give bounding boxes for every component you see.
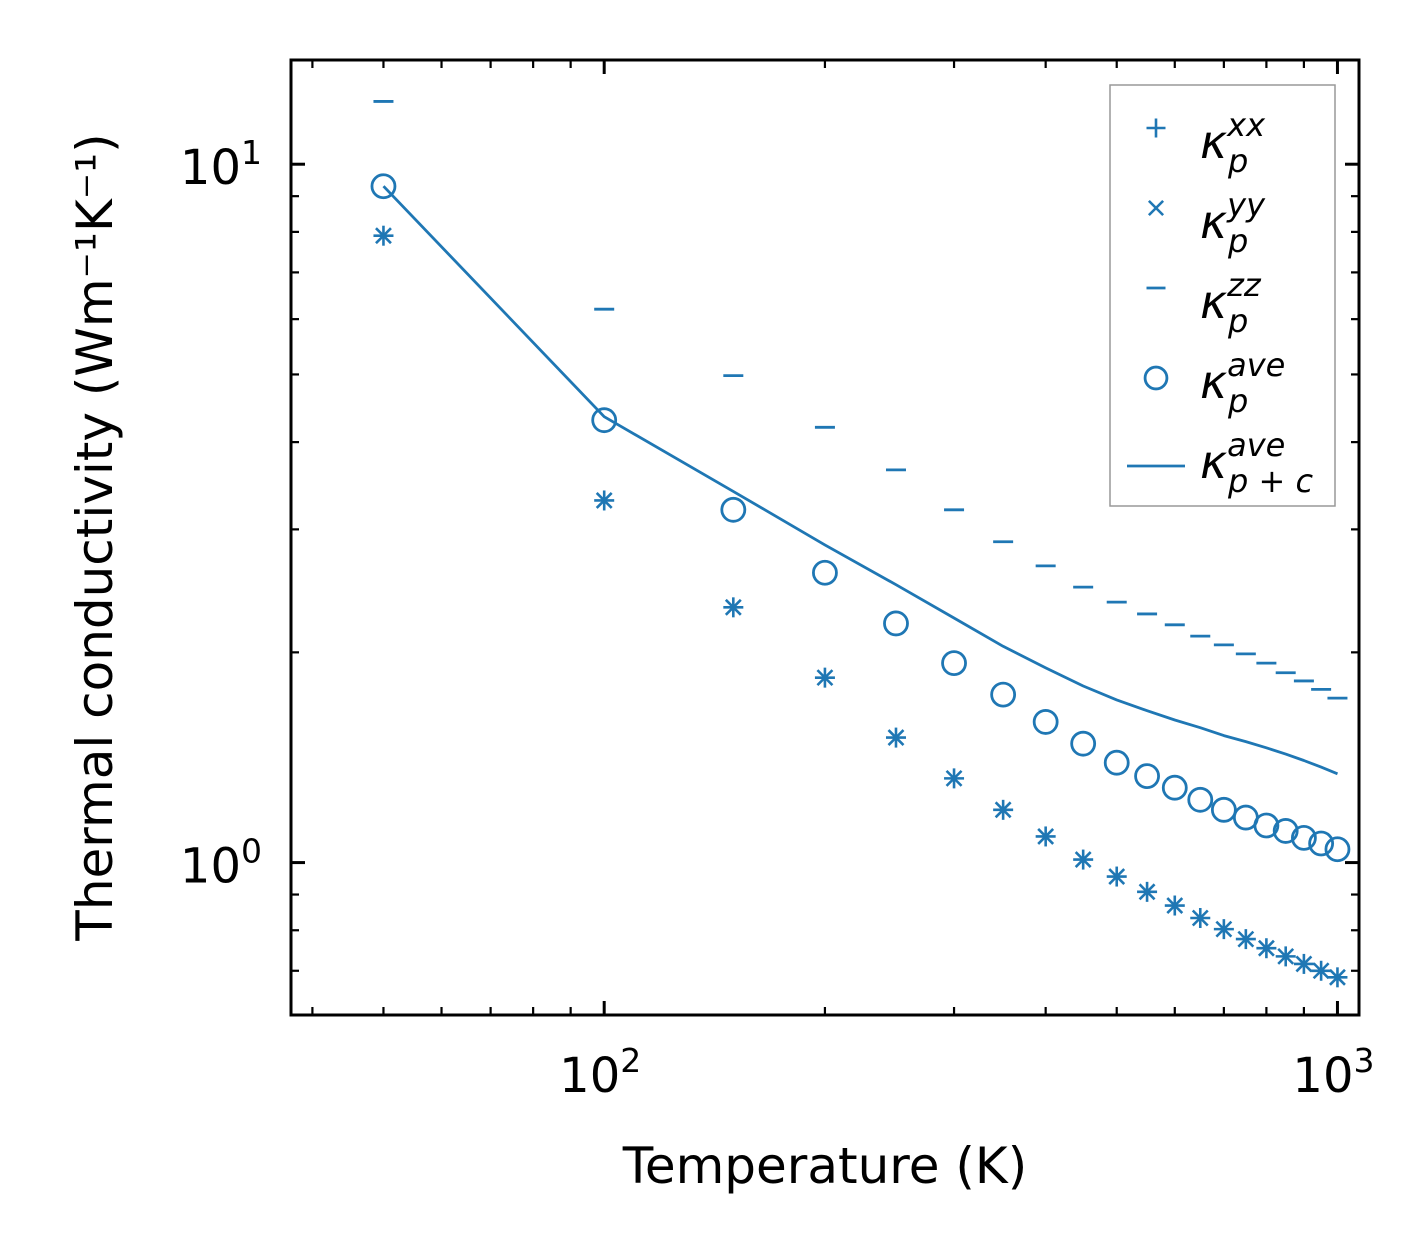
series-kappa_p+c^ave: [382, 185, 1339, 776]
series-line-kappa_p+c^ave: [382, 185, 1339, 776]
point-kappa_p^ave: [812, 559, 838, 586]
point-kappa_p^yy: [1277, 947, 1295, 965]
point-kappa_p^ave: [990, 681, 1017, 708]
point-kappa_p^ave: [1291, 824, 1317, 851]
x-axis-label: Temperature (K): [622, 1137, 1027, 1195]
point-kappa_p^ave: [1187, 786, 1214, 813]
y-axis-label: Thermal conductivity (Wm⁻¹K⁻¹): [66, 133, 124, 941]
point-kappa_p^ave: [1272, 818, 1299, 844]
point-kappa_p^ave: [1308, 830, 1335, 857]
legend-handle: [1147, 199, 1165, 217]
point-kappa_p^yy: [1166, 897, 1184, 914]
y-tick-label: 100: [180, 832, 262, 895]
y-tick-label: 101: [180, 133, 262, 196]
point-kappa_p^yy: [595, 492, 613, 509]
legend-label: κyy p: [1200, 186, 1266, 260]
data-layer: [370, 100, 1351, 988]
point-kappa_p^yy: [375, 227, 392, 245]
point-kappa_p^yy: [1037, 828, 1055, 845]
point-kappa_p^yy: [1295, 955, 1313, 973]
point-kappa_p^yy: [1312, 962, 1330, 980]
point-kappa_p^yy: [1237, 930, 1255, 948]
point-kappa_p^yy: [1215, 920, 1233, 938]
legend-label: κzz p: [1200, 266, 1262, 340]
point-kappa_p^yy: [1108, 868, 1126, 885]
point-kappa_p^ave: [1032, 709, 1059, 735]
point-kappa_p^yy: [945, 769, 963, 787]
point-kappa_p^yy: [816, 669, 834, 687]
point-kappa_p^ave: [1103, 749, 1130, 776]
point-kappa_p^ave: [1070, 730, 1097, 757]
legend-item: κave p: [1143, 346, 1285, 420]
legend-label: κave p + c: [1200, 426, 1313, 500]
legend-handle: [1146, 118, 1166, 138]
point-kappa_p^yy: [1329, 968, 1346, 986]
series-kappa_p^zz: [373, 100, 1348, 700]
point-kappa_p^yy: [1257, 939, 1275, 957]
point-kappa_p^ave: [1161, 774, 1188, 801]
x-tick-label: 103: [1292, 1041, 1374, 1104]
point-kappa_p^ave: [883, 610, 909, 637]
point-kappa_p^yy: [1074, 851, 1092, 868]
point-kappa_p^ave: [941, 650, 967, 677]
point-kappa_p^yy: [1191, 909, 1209, 927]
series-kappa_p^yy: [375, 227, 1346, 986]
point-kappa_p^ave: [1324, 836, 1351, 863]
x-tick-label: 102: [559, 1041, 641, 1104]
legend-item: κxx p: [1146, 106, 1266, 180]
point-kappa_p^ave: [370, 173, 397, 200]
legend-item: κyy p: [1147, 186, 1266, 260]
legend-handle: [1143, 365, 1169, 391]
series-kappa_p^ave: [370, 173, 1351, 863]
point-kappa_p^ave: [1134, 763, 1160, 789]
legend-item: κave p + c: [1127, 426, 1313, 500]
point-kappa_p^ave: [591, 407, 618, 434]
point-kappa_p^ave: [1253, 812, 1280, 839]
plot-frame: [289, 58, 1361, 1017]
point-kappa_p^ave: [720, 496, 747, 523]
legend-label: κave p: [1200, 346, 1285, 420]
point-kappa_p^yy: [724, 598, 742, 616]
legend-frame: [1109, 84, 1336, 507]
point-kappa_p^yy: [994, 801, 1012, 819]
point-kappa_p^yy: [887, 729, 905, 747]
legend-label: κxx p: [1200, 106, 1266, 180]
ticks-layer: 102 103 100 101: [180, 60, 1374, 1104]
point-kappa_p^ave: [1210, 796, 1237, 823]
legend-item: κzz p: [1146, 266, 1262, 340]
point-kappa_p^yy: [1138, 883, 1156, 901]
